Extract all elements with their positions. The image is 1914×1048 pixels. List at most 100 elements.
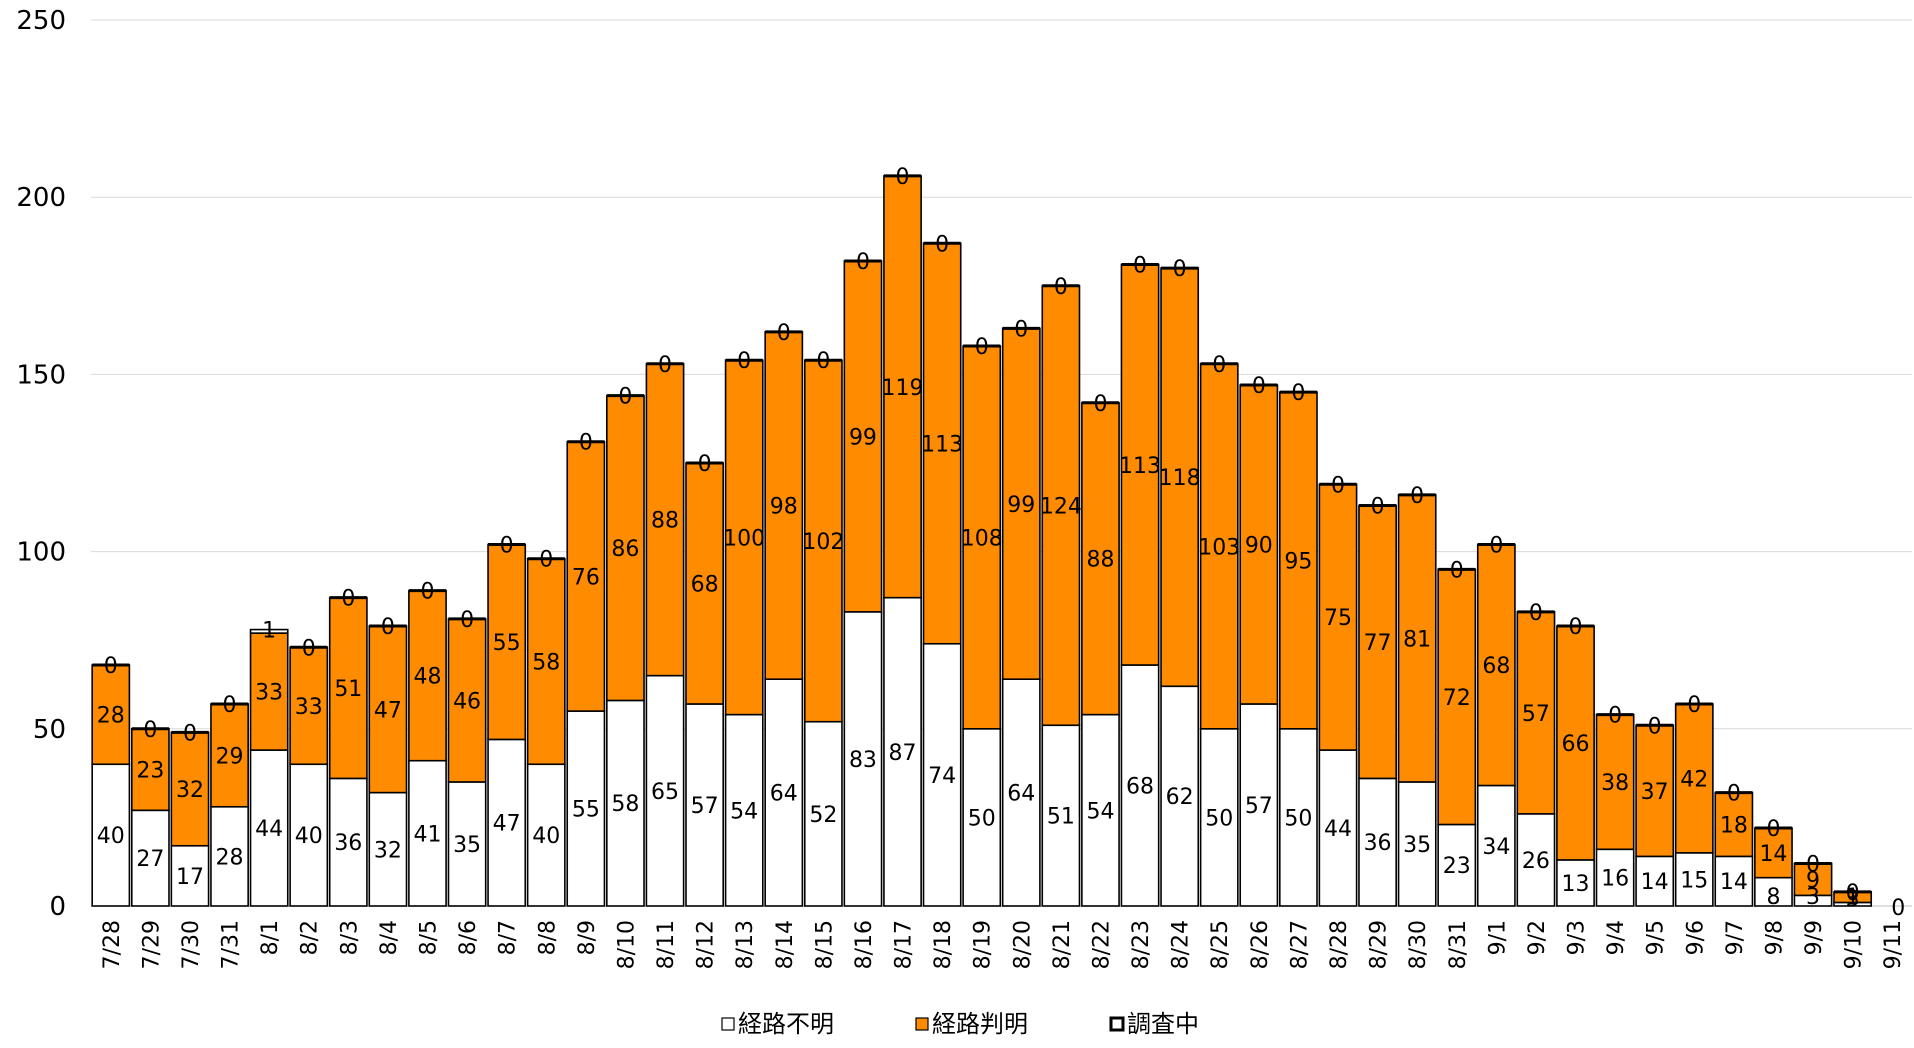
bar-segment-unknown-route bbox=[1635, 855, 1675, 907]
data-label-known-route: 77 bbox=[1364, 631, 1392, 656]
data-label-under-investigation: 0 bbox=[1133, 254, 1147, 279]
data-label-known-route: 95 bbox=[1284, 549, 1312, 574]
data-label-unknown-route: 13 bbox=[1562, 872, 1590, 897]
bar-segment-unknown-route bbox=[1120, 664, 1160, 907]
bar-segment-known-route bbox=[447, 618, 487, 783]
data-label-under-investigation: 0 bbox=[1569, 615, 1583, 640]
bar-segment-known-route bbox=[764, 331, 804, 680]
bar-segment-known-route bbox=[883, 175, 922, 599]
data-label-unknown-route: 41 bbox=[413, 822, 441, 847]
data-label-unknown-route: 15 bbox=[1680, 868, 1708, 893]
bar-segment-known-route bbox=[91, 664, 131, 766]
bar-segment-known-route bbox=[803, 359, 843, 723]
data-label-under-investigation: 0 bbox=[500, 534, 514, 559]
bar-segment-unknown-route bbox=[368, 791, 408, 907]
data-label-under-investigation: 0 bbox=[1648, 714, 1662, 739]
bar-segment-known-route bbox=[1397, 494, 1437, 783]
data-label-under-investigation: 0 bbox=[816, 349, 830, 374]
data-label-under-investigation: 0 bbox=[1410, 484, 1424, 509]
data-label-known-route: 68 bbox=[691, 572, 719, 597]
bar-segment-under-investigation bbox=[249, 628, 289, 634]
x-tick-label: 7/28 bbox=[100, 920, 125, 969]
data-label-unknown-route: 62 bbox=[1166, 785, 1194, 810]
data-label-under-investigation: 0 bbox=[1252, 374, 1266, 399]
data-label-known-route: 51 bbox=[334, 677, 362, 702]
data-label-unknown-route: 52 bbox=[809, 803, 837, 828]
data-label-unknown-route: 54 bbox=[1086, 799, 1114, 824]
data-label-unknown-route: 34 bbox=[1482, 835, 1510, 860]
data-label-unknown-route: 47 bbox=[493, 812, 521, 837]
data-label-known-route: 23 bbox=[136, 759, 164, 784]
data-label-unknown-route: 36 bbox=[1364, 831, 1392, 856]
x-tick-label: 9/2 bbox=[1525, 920, 1550, 955]
data-label-unknown-route: 64 bbox=[1007, 782, 1035, 807]
data-label-known-route: 9 bbox=[1806, 868, 1820, 893]
data-label-unknown-route: 23 bbox=[1443, 854, 1471, 879]
bar-segment-known-route bbox=[1239, 384, 1279, 705]
data-label-known-route: 38 bbox=[1601, 771, 1629, 796]
x-tick-label: 8/6 bbox=[456, 920, 481, 955]
y-axis-ticks: 0 50 100 150 200 250 bbox=[16, 6, 66, 922]
data-label-under-investigation: 0 bbox=[896, 165, 910, 190]
bar-segment-unknown-route bbox=[526, 763, 566, 907]
x-tick-label: 7/30 bbox=[179, 920, 204, 969]
y-tick-label: 200 bbox=[16, 183, 66, 213]
data-label-under-investigation: 0 bbox=[1891, 896, 1905, 921]
data-label-unknown-route: 74 bbox=[928, 764, 956, 789]
data-label-under-investigation: 0 bbox=[1687, 693, 1701, 718]
y-tick-label: 100 bbox=[16, 538, 66, 568]
bar-segment-known-route bbox=[130, 727, 170, 812]
data-label-known-route: 28 bbox=[97, 704, 125, 729]
data-label-under-investigation: 0 bbox=[1212, 353, 1226, 378]
data-label-under-investigation: 0 bbox=[1489, 534, 1503, 559]
data-label-known-route: 88 bbox=[651, 509, 679, 534]
bar-segment-unknown-route bbox=[803, 720, 843, 907]
bar-segment-known-route bbox=[1318, 483, 1358, 751]
x-tick-label: 7/31 bbox=[219, 920, 244, 969]
x-tick-label: 9/3 bbox=[1565, 920, 1590, 955]
bar-segment-unknown-route bbox=[1041, 724, 1081, 907]
data-label-known-route: 113 bbox=[921, 433, 963, 458]
bar-segment-unknown-route bbox=[645, 674, 685, 907]
data-label-known-route: 102 bbox=[802, 530, 844, 555]
data-label-known-route: 99 bbox=[1007, 493, 1035, 518]
data-label-known-route: 58 bbox=[532, 650, 560, 675]
data-label-known-route: 119 bbox=[882, 376, 924, 401]
bar-segment-known-route bbox=[1358, 504, 1397, 780]
x-tick-label: 8/30 bbox=[1406, 920, 1431, 969]
data-label-under-investigation: 0 bbox=[935, 232, 949, 257]
data-label-known-route: 124 bbox=[1040, 495, 1082, 520]
bar-segment-unknown-route bbox=[962, 727, 1002, 907]
data-label-known-route: 47 bbox=[374, 698, 402, 723]
data-label-under-investigation: 0 bbox=[1291, 381, 1305, 406]
bar-segment-known-route bbox=[1160, 267, 1200, 688]
y-tick-label: 250 bbox=[16, 6, 66, 36]
x-tick-label: 8/23 bbox=[1129, 920, 1154, 969]
data-label-under-investigation: 0 bbox=[1806, 852, 1820, 877]
data-label-unknown-route: 36 bbox=[334, 831, 362, 856]
x-tick-label: 8/3 bbox=[337, 920, 362, 955]
x-tick-label: 8/31 bbox=[1446, 920, 1471, 969]
bar-segment-known-route bbox=[1754, 827, 1793, 879]
bar-segment-unknown-route bbox=[249, 749, 289, 907]
data-label-unknown-route: 32 bbox=[374, 838, 402, 863]
data-label-unknown-route: 44 bbox=[255, 817, 283, 842]
data-label-under-investigation: 0 bbox=[1014, 317, 1028, 342]
x-tick-label: 8/21 bbox=[1050, 920, 1075, 969]
data-label-known-route: 42 bbox=[1680, 767, 1708, 792]
data-label-known-route: 55 bbox=[493, 631, 521, 656]
data-label-unknown-route: 1 bbox=[1846, 885, 1860, 910]
bar-segment-known-route bbox=[328, 596, 368, 780]
data-label-unknown-route: 27 bbox=[136, 847, 164, 872]
x-tick-label: 8/12 bbox=[694, 920, 719, 969]
bar-segment-known-route bbox=[1674, 703, 1714, 854]
x-tick-label: 9/4 bbox=[1604, 920, 1629, 955]
bar-segment-known-route bbox=[1001, 327, 1041, 680]
data-label-unknown-route: 50 bbox=[1205, 806, 1233, 831]
bar-segment-known-route bbox=[962, 345, 1002, 730]
data-label-unknown-route: 35 bbox=[453, 833, 481, 858]
data-label-under-investigation: 0 bbox=[1766, 817, 1780, 842]
data-label-under-investigation: 0 bbox=[143, 718, 157, 743]
bar-segment-known-route bbox=[210, 703, 249, 808]
